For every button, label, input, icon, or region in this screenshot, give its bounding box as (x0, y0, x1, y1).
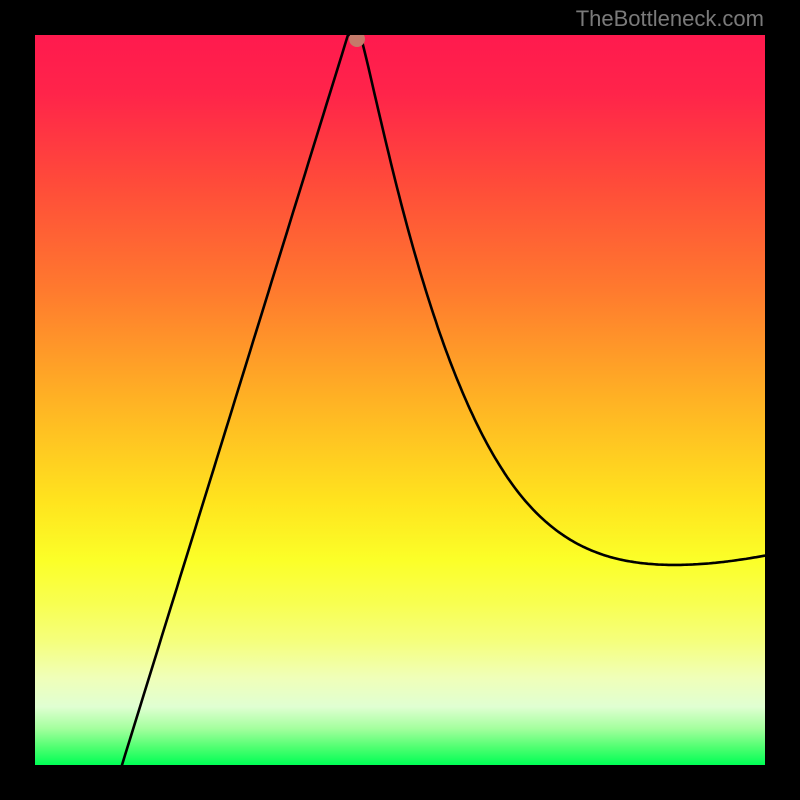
chart-frame: TheBottleneck.com (0, 0, 800, 800)
plot-area (35, 35, 765, 765)
bottleneck-curve (122, 35, 765, 765)
watermark-text: TheBottleneck.com (576, 6, 764, 32)
curve-svg (35, 35, 765, 765)
